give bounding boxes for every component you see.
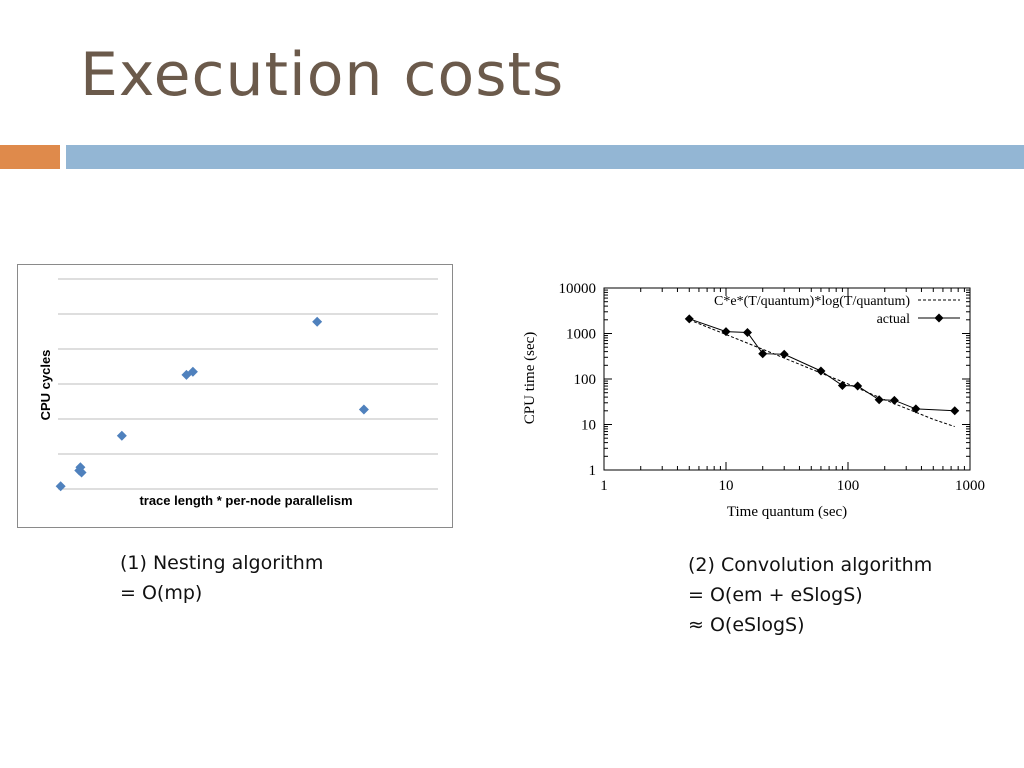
legend-label-fit: C*e*(T/quantum)*log(T/quantum) xyxy=(714,294,910,309)
convolution-chart: 1 10 100 1000 1 10 100 1000 10000 C*e*(T/quantum… xyxy=(512,272,1002,526)
caption-convolution-line-3: ≈ O(eSlogS) xyxy=(688,614,805,636)
x-axis-label: trace length * per-node parallelism xyxy=(139,493,352,508)
scatter-point xyxy=(187,366,198,377)
slide-title: Execution costs xyxy=(80,40,565,110)
legend-marker-actual xyxy=(934,313,944,323)
legend-label-actual: actual xyxy=(877,312,911,327)
scatter-point xyxy=(358,404,369,415)
x-axis-label: Time quantum (sec) xyxy=(727,504,847,520)
caption-nesting: (1) Nesting algorithm = O(mp) xyxy=(120,548,323,608)
y-tick-label: 10000 xyxy=(559,281,597,297)
y-tick-label: 1 xyxy=(589,463,597,479)
y-axis-label: CPU cycles xyxy=(38,350,53,421)
caption-nesting-line-1: (1) Nesting algorithm xyxy=(120,552,324,574)
actual-point xyxy=(684,314,694,324)
caption-convolution-line-2: = O(em + eSlogS) xyxy=(688,584,863,606)
y-axis-label: CPU time (sec) xyxy=(522,332,538,424)
scatter-point xyxy=(55,481,66,492)
caption-convolution-line-1: (2) Convolution algorithm xyxy=(688,554,933,576)
y-tick-label: 100 xyxy=(574,372,597,388)
accent-bar-blue xyxy=(66,145,1024,169)
actual-point xyxy=(816,366,826,376)
actual-point xyxy=(721,327,731,337)
x-tick-label: 100 xyxy=(837,478,860,494)
actual-point xyxy=(742,328,752,338)
actual-point xyxy=(853,381,863,391)
actual-point xyxy=(911,404,921,414)
scatter-point xyxy=(181,369,192,380)
x-tick-label: 1 xyxy=(600,478,608,494)
nesting-chart: trace length * per-node parallelism CPU … xyxy=(17,264,453,528)
scatter-point xyxy=(312,316,323,327)
scatter-point xyxy=(76,467,87,478)
plot-frame xyxy=(603,287,971,471)
actual-point xyxy=(889,395,899,405)
nesting-scatter-svg: trace length * per-node parallelism CPU … xyxy=(38,278,438,508)
x-tick-label: 10 xyxy=(719,478,734,494)
y-tick-label: 1000 xyxy=(566,327,596,343)
accent-bar-orange xyxy=(0,145,60,169)
caption-nesting-line-2: = O(mp) xyxy=(120,582,203,604)
x-tick-label: 1000 xyxy=(955,478,985,494)
scatter-point xyxy=(116,430,127,441)
convolution-plot-svg: 1 10 100 1000 1 10 100 1000 10000 C*e*(T/quantum… xyxy=(522,281,985,520)
y-tick-label: 10 xyxy=(581,418,596,434)
actual-point xyxy=(779,349,789,359)
actual-point xyxy=(837,380,847,390)
actual-point xyxy=(874,395,884,405)
caption-convolution: (2) Convolution algorithm = O(em + eSlog… xyxy=(688,550,932,640)
actual-point xyxy=(950,406,960,416)
actual-point xyxy=(758,349,768,359)
